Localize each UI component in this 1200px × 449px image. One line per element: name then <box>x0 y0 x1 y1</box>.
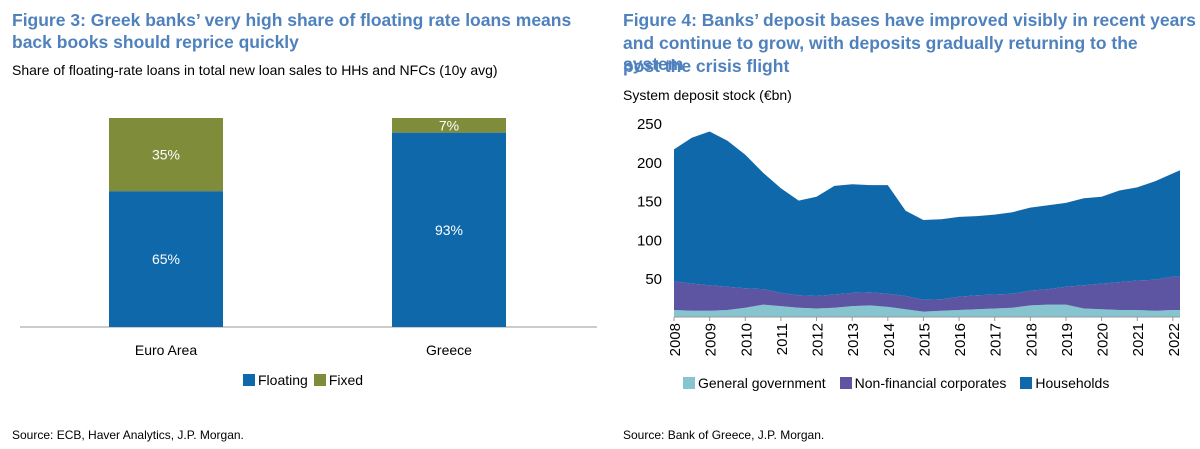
bar-euro-area-fixed <box>109 118 223 192</box>
x-tick-label-2020: 2020 <box>1095 323 1112 356</box>
x-tick-label-2022: 2022 <box>1166 323 1183 356</box>
figure-4-source: Source: Bank of Greece, J.P. Morgan. <box>623 428 825 442</box>
legend-swatch-general-government <box>683 377 695 389</box>
legend-swatch-households <box>1020 377 1033 389</box>
legend-item-fixed: Fixed <box>313 372 364 388</box>
bar-label-greece-fixed: 7% <box>439 117 459 133</box>
figure-3-title-line-2: back books should reprice quickly <box>12 32 299 52</box>
x-tick-label-2010: 2010 <box>738 323 755 356</box>
x-tick-label-2016: 2016 <box>952 323 969 356</box>
figure-4-title-line-2: and continue to grow, with deposits grad… <box>623 33 1138 74</box>
legend-swatch-floating <box>243 374 255 386</box>
legend-swatch-fixed <box>313 374 326 386</box>
bar-greece-fixed <box>392 118 506 133</box>
x-tick-label-2012: 2012 <box>810 323 827 356</box>
x-tick-label-2015: 2015 <box>916 323 933 356</box>
y-tick-label-150: 150 <box>637 194 662 211</box>
legend-label-non-financial-corporates: Non-financial corporates <box>854 375 1007 391</box>
legend-item-non-financial-corporates: Non-financial corporates <box>839 375 1007 391</box>
bar-label-euro-area-fixed: 35% <box>152 147 180 163</box>
area-households <box>674 131 1180 300</box>
legend-item-floating: Floating <box>243 372 308 388</box>
area-general-government <box>674 304 1180 317</box>
y-tick-label-200: 200 <box>637 155 662 172</box>
legend-swatch-non-financial-corporates <box>839 377 852 389</box>
figure-4-chart: 50 100 150 200 250 2008 2009 2010 2011 2012 2013 20… <box>637 116 1183 356</box>
x-tick-label-2008: 2008 <box>667 323 684 356</box>
y-tick-label-100: 100 <box>637 232 662 249</box>
legend-item-households: Households <box>1020 375 1109 391</box>
legend-item-general-government: General government <box>683 375 826 391</box>
bar-euro-area-floating <box>109 191 223 327</box>
y-tick-label-50: 50 <box>645 271 662 288</box>
category-label-greece: Greece <box>426 342 472 358</box>
x-tick-label-2019: 2019 <box>1059 323 1076 356</box>
x-tick-label-2009: 2009 <box>703 323 720 356</box>
x-tick-label-2013: 2013 <box>845 323 862 356</box>
x-tick-label-2011: 2011 <box>774 323 791 355</box>
x-tick-label-2021: 2021 <box>1130 323 1147 356</box>
figure-3-chart: 65% 35% Euro Area 93% 7% Greece <box>20 117 597 358</box>
figure-3-title-line-1: Figure 3: Greek banks’ very high share o… <box>12 10 572 30</box>
figure-4-title-line-3: post the crisis flight <box>623 56 790 76</box>
area-non-financial-corporates <box>674 276 1180 312</box>
figure-4-legend: General government Non-financial corpora… <box>683 375 1115 391</box>
category-label-euro-area: Euro Area <box>135 342 197 358</box>
legend-label-general-government: General government <box>698 375 826 391</box>
figure-3-subtitle: Share of floating-rate loans in total ne… <box>12 62 498 78</box>
legend-label-fixed: Fixed <box>328 372 364 388</box>
x-tick-label-2017: 2017 <box>988 323 1005 356</box>
figure-3-legend: Floating Fixed <box>243 372 369 388</box>
y-tick-label-250: 250 <box>637 116 662 133</box>
figure-4-subtitle: System deposit stock (€bn) <box>623 87 792 103</box>
figure-3-panel: Figure 3: Greek banks’ very high share o… <box>12 10 597 442</box>
figure-4-title-line-1: Figure 4: Banks’ deposit bases have impr… <box>623 10 1196 30</box>
bar-greece-floating <box>392 132 506 327</box>
bar-label-euro-area-floating: 65% <box>152 251 180 267</box>
figure-4-panel: Figure 4: Banks’ deposit bases have impr… <box>606 0 1200 449</box>
bar-label-greece-floating: 93% <box>435 222 463 238</box>
x-tick-label-2018: 2018 <box>1023 323 1040 356</box>
x-tick-label-2014: 2014 <box>881 323 898 356</box>
legend-label-households: Households <box>1035 375 1110 391</box>
figure-3-source: Source: ECB, Haver Analytics, J.P. Morga… <box>12 428 244 442</box>
legend-label-floating: Floating <box>258 372 308 388</box>
